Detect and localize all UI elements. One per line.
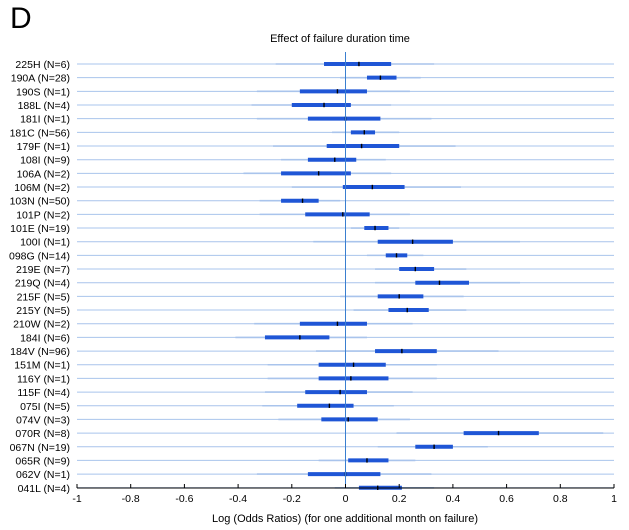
- row-label: 184I (N=6): [20, 332, 70, 344]
- forest-row: 184I (N=6): [20, 332, 614, 344]
- forest-row: 215F (N=5): [17, 291, 614, 303]
- forest-row: 103N (N=50): [10, 196, 614, 208]
- row-label: 070R (N=8): [15, 428, 70, 440]
- forest-row: 116Y (N=1): [17, 373, 614, 385]
- forest-row: 075I (N=5): [20, 401, 614, 413]
- row-label: 215F (N=5): [17, 291, 70, 303]
- forest-row: 067N (N=19): [10, 442, 614, 454]
- row-label: 075I (N=5): [20, 401, 70, 413]
- forest-row: 065R (N=9): [15, 455, 614, 467]
- x-tick-label: -0.2: [283, 493, 301, 505]
- forest-row: 115F (N=4): [17, 387, 614, 399]
- forest-row: 062V (N=1): [16, 469, 614, 481]
- panel-label: D: [10, 2, 32, 35]
- row-label: 215Y (N=5): [16, 305, 70, 317]
- forest-row: 041L (N=4): [18, 483, 614, 495]
- row-label: 184V (N=96): [10, 346, 70, 358]
- forest-row: 100I (N=1): [20, 237, 614, 249]
- row-label: 188L (N=4): [18, 100, 70, 112]
- forest-row: 225H (N=6): [15, 59, 614, 71]
- x-axis: -1 -0.8 -0.6 -0.4 -0.2 0 0.2 0.4 0.6 0.8 1: [72, 484, 617, 505]
- forest-row: 106A (N=2): [17, 168, 614, 180]
- x-tick-label: -0.4: [229, 493, 247, 505]
- forest-row: 219Q (N=4): [15, 278, 614, 290]
- forest-row: 106M (N=2): [14, 182, 614, 194]
- x-tick-label: -0.6: [175, 493, 193, 505]
- chart-title: Effect of failure duration time: [270, 33, 410, 45]
- row-label: 115F (N=4): [17, 387, 70, 399]
- row-label: 179F (N=1): [17, 141, 70, 153]
- forest-row: 190S (N=1): [16, 86, 614, 98]
- row-label: 190A (N=28): [11, 73, 70, 85]
- row-label: 062V (N=1): [16, 469, 70, 481]
- forest-row: 101E (N=19): [10, 223, 614, 235]
- row-label: 067N (N=19): [10, 442, 70, 454]
- row-label: 151M (N=1): [14, 360, 70, 372]
- x-tick-label: 0.4: [446, 493, 461, 505]
- row-label: 041L (N=4): [18, 483, 70, 495]
- row-label: 106A (N=2): [17, 168, 70, 180]
- row-label: 181C (N=56): [10, 127, 70, 139]
- forest-row: 190A (N=28): [11, 73, 614, 85]
- row-label: 065R (N=9): [15, 455, 70, 467]
- x-tick-label: -1: [72, 493, 81, 505]
- forest-row: 074V (N=3): [16, 414, 614, 426]
- row-label: 210W (N=2): [13, 319, 70, 331]
- forest-row: 070R (N=8): [15, 428, 614, 440]
- forest-row: 215Y (N=5): [16, 305, 614, 317]
- x-tick-label: 0: [343, 493, 349, 505]
- row-label: 100I (N=1): [20, 237, 70, 249]
- forest-row: 181I (N=1): [20, 114, 614, 126]
- forest-row: 210W (N=2): [13, 319, 614, 331]
- forest-row: 101P (N=2): [16, 209, 614, 221]
- row-label: 219E (N=7): [16, 264, 70, 276]
- forest-row: 151M (N=1): [14, 360, 614, 372]
- x-tick-label: -0.8: [122, 493, 140, 505]
- forest-row: 181C (N=56): [10, 127, 614, 139]
- x-tick-label: 0.6: [499, 493, 514, 505]
- x-tick-label: 0.2: [392, 493, 407, 505]
- forest-row: 219E (N=7): [16, 264, 614, 276]
- row-label: 098G (N=14): [9, 250, 70, 262]
- row-label: 219Q (N=4): [15, 278, 70, 290]
- row-label: 103N (N=50): [10, 196, 70, 208]
- row-label: 106M (N=2): [14, 182, 70, 194]
- forest-row: 098G (N=14): [9, 250, 614, 262]
- x-axis-label: Log (Odds Ratios) (for one additional mo…: [212, 513, 478, 525]
- forest-row: 188L (N=4): [18, 100, 614, 112]
- row-label: 190S (N=1): [16, 86, 70, 98]
- forest-row: 108I (N=9): [20, 155, 614, 167]
- row-label: 101E (N=19): [10, 223, 70, 235]
- forest-row: 184V (N=96): [10, 346, 614, 358]
- x-tick-label: 0.8: [553, 493, 568, 505]
- row-label: 108I (N=9): [20, 155, 70, 167]
- forest-row: 179F (N=1): [17, 141, 614, 153]
- row-label: 116Y (N=1): [17, 373, 70, 385]
- x-tick-label: 1: [611, 493, 617, 505]
- row-label: 181I (N=1): [20, 114, 70, 126]
- row-label: 225H (N=6): [15, 59, 70, 71]
- row-label: 074V (N=3): [16, 414, 70, 426]
- rows-layer: 225H (N=6) 190A (N=28)190S (N=1) 188L (N=4…: [9, 59, 614, 495]
- row-label: 101P (N=2): [16, 209, 70, 221]
